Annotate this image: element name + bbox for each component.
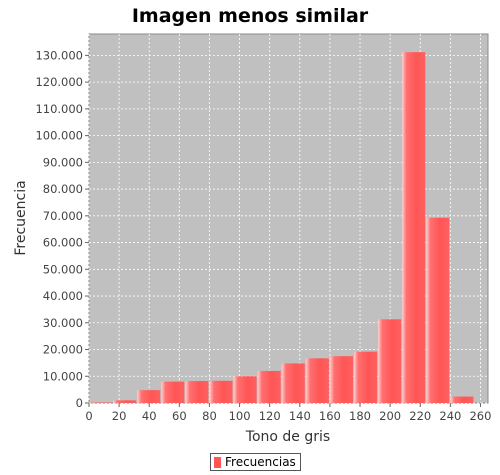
x-tick-label: 120	[259, 409, 281, 423]
y-tick-label: 60.000	[43, 236, 83, 250]
histogram-bar	[378, 319, 402, 403]
histogram-bar	[113, 400, 137, 403]
x-tick-label: 240	[439, 409, 461, 423]
histogram-bar	[209, 380, 233, 403]
x-tick-label: 220	[409, 409, 431, 423]
x-tick-label: 80	[202, 409, 217, 423]
y-tick-label: 0	[76, 396, 83, 410]
histogram-bar	[450, 396, 474, 403]
y-tick-label: 90.000	[43, 155, 83, 169]
histogram-bar	[305, 358, 329, 403]
x-tick-label: 160	[319, 409, 341, 423]
y-tick-label: 50.000	[43, 262, 83, 276]
histogram-bar	[257, 370, 281, 403]
x-axis-label: Tono de gris	[245, 429, 330, 445]
histogram-bar	[329, 356, 353, 403]
bars-group	[89, 52, 474, 403]
histogram-bar	[353, 351, 378, 403]
x-tick-label: 180	[349, 409, 371, 423]
x-tick-label: 260	[469, 409, 491, 423]
y-tick-label: 110.000	[35, 102, 83, 116]
legend-swatch	[214, 456, 221, 468]
x-axis-ticks: 0 20 40 60 80 100 120 140 160 180 200 220 240 260	[85, 403, 491, 423]
y-tick-label: 100.000	[35, 129, 83, 143]
histogram-bar	[185, 381, 209, 403]
legend-label: Frecuencias	[225, 455, 296, 469]
histogram-bar	[426, 217, 450, 403]
histogram-bar	[161, 381, 185, 403]
x-tick-label: 20	[112, 409, 127, 423]
histogram-bar	[402, 52, 426, 403]
x-tick-label: 40	[142, 409, 157, 423]
legend: Frecuencias	[210, 453, 301, 471]
chart-title: Imagen menos similar	[132, 5, 369, 27]
y-tick-label: 70.000	[43, 209, 83, 223]
y-tick-label: 120.000	[35, 75, 83, 89]
y-tick-label: 80.000	[43, 182, 83, 196]
y-axis-label: Frecuencia	[13, 180, 29, 255]
y-tick-label: 10.000	[43, 369, 83, 383]
x-tick-label: 0	[85, 409, 92, 423]
x-tick-label: 140	[289, 409, 311, 423]
y-axis-ticks: 0 10.000 20.000 30.000 40.000 50.000 60.000 70.…	[35, 48, 89, 410]
x-tick-label: 100	[229, 409, 251, 423]
histogram-bar	[281, 363, 305, 403]
histogram-bar	[233, 376, 257, 403]
y-tick-label: 130.000	[35, 48, 83, 62]
histogram-bar	[137, 390, 161, 403]
histogram-bar	[89, 402, 113, 403]
y-tick-label: 20.000	[43, 343, 83, 357]
x-tick-label: 60	[172, 409, 187, 423]
y-tick-label: 30.000	[43, 316, 83, 330]
y-tick-label: 40.000	[43, 289, 83, 303]
x-tick-label: 200	[379, 409, 401, 423]
